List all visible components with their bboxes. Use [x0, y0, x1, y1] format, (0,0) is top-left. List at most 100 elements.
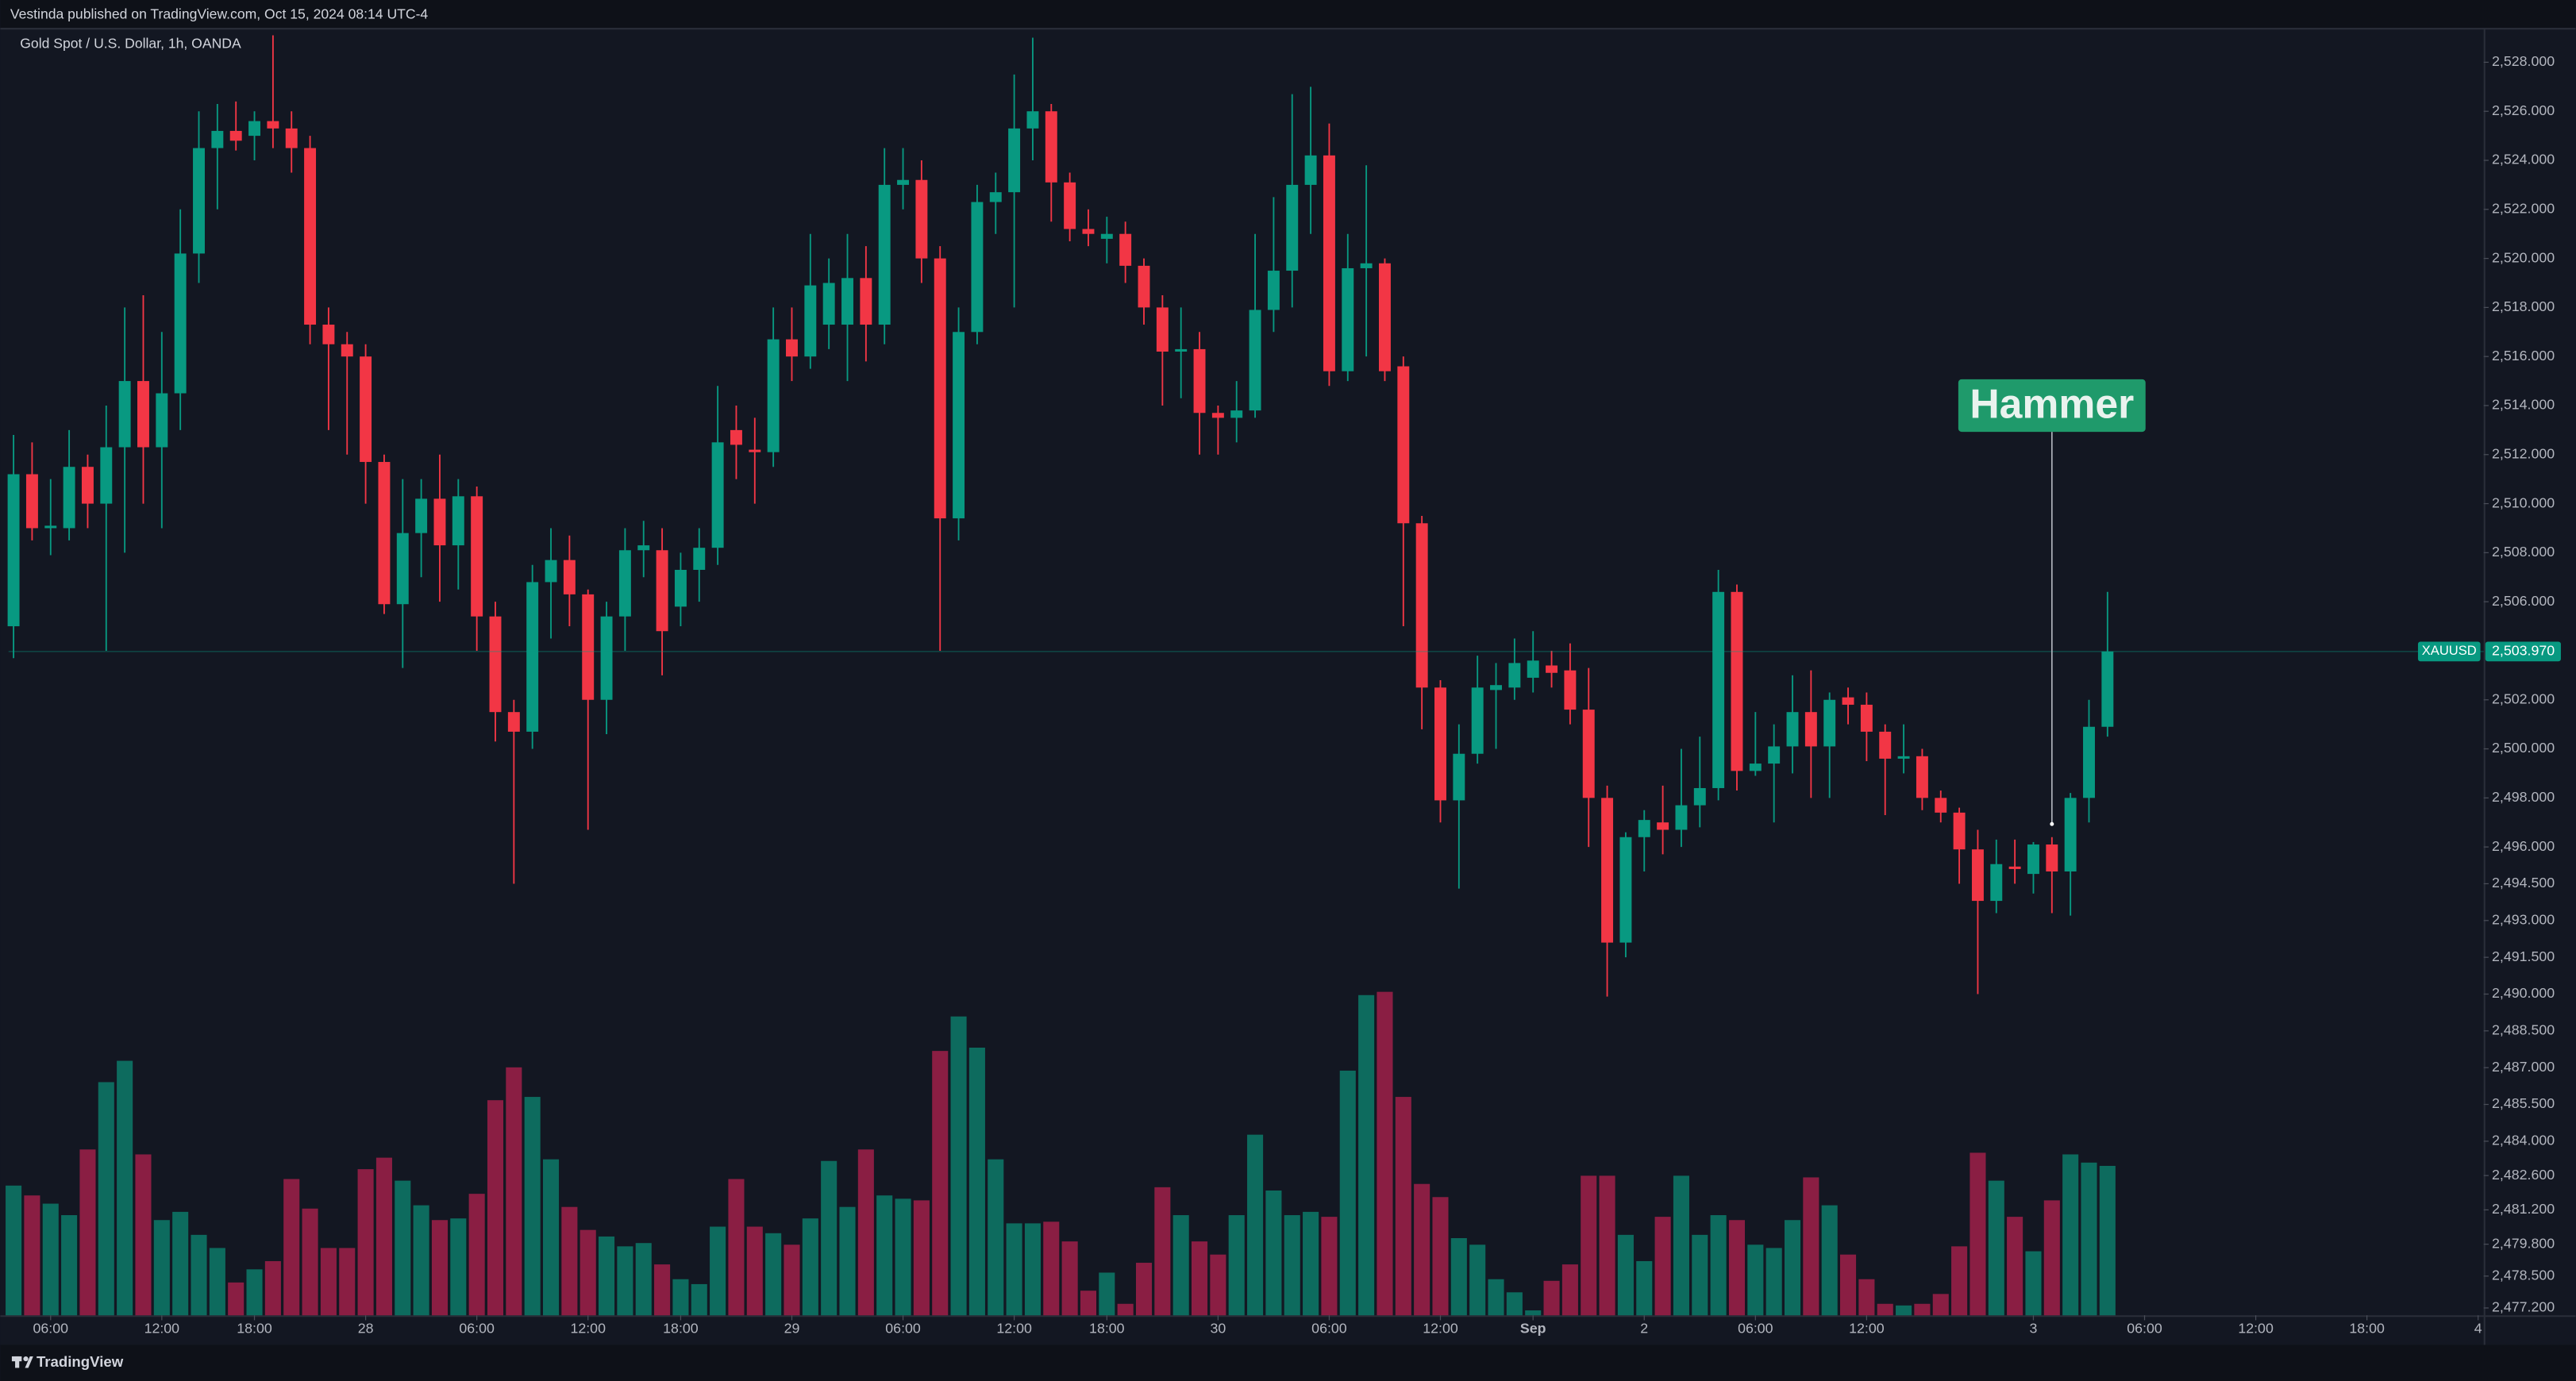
y-tick-label: 2,516.000 [2492, 348, 2555, 364]
volume-bar [988, 1159, 1004, 1316]
volume-bar [1914, 1303, 1931, 1316]
candle-body [1804, 712, 1817, 747]
y-tick-label: 2,510.000 [2492, 494, 2555, 510]
volume-bar [228, 1282, 245, 1316]
candle-body [804, 285, 817, 357]
candle-body [1693, 787, 1706, 806]
volume-bar [1488, 1279, 1504, 1316]
y-tick-label: 2,524.000 [2492, 152, 2555, 167]
y-tick-label: 2,487.000 [2492, 1059, 2555, 1075]
candle-body [360, 356, 372, 463]
candle-body [1156, 307, 1169, 352]
y-tick-label: 2,478.500 [2492, 1268, 2555, 1283]
footer-logo [11, 1356, 33, 1368]
volume-bar [42, 1203, 59, 1316]
volume-bar [1858, 1279, 1875, 1316]
volume-bar [1117, 1303, 1134, 1316]
volume-bar [1506, 1292, 1523, 1316]
candle-body [1971, 849, 1984, 902]
candle-body [1342, 267, 1354, 371]
candle-body [1397, 366, 1410, 524]
volume-bar [932, 1051, 949, 1316]
candle-body [989, 192, 1002, 202]
volume-bar [1840, 1254, 1857, 1316]
x-tick-label: 12:00 [996, 1321, 1032, 1337]
x-tick-label: 06:00 [1311, 1321, 1347, 1337]
candle-body [1193, 348, 1206, 414]
x-tick-label: 12:00 [2238, 1321, 2274, 1337]
candle-body [897, 179, 910, 185]
candle-body [749, 449, 761, 452]
volume-bar [1599, 1175, 1615, 1316]
candle-body [7, 474, 20, 627]
x-tick-label: 06:00 [885, 1321, 921, 1337]
candle-body [860, 278, 872, 325]
candle-layer [7, 35, 2114, 997]
volume-bar [1932, 1294, 1949, 1316]
y-tick-label: 2,500.000 [2492, 740, 2555, 756]
volume-bar [1636, 1260, 1653, 1316]
candle-body [118, 381, 131, 448]
candle-body [1731, 591, 1743, 771]
volume-bar [6, 1185, 22, 1316]
candle-body [433, 498, 446, 546]
candle-body [786, 339, 798, 357]
volume-bar [913, 1200, 930, 1316]
volume-bar [1784, 1220, 1801, 1316]
x-tick-label: 29 [784, 1321, 800, 1337]
volume-bar [1210, 1254, 1226, 1316]
volume-bar [895, 1198, 911, 1316]
candle-body [1490, 685, 1502, 690]
candle-body [1100, 233, 1113, 239]
volume-layer [6, 991, 2116, 1316]
volume-bar [1970, 1152, 1986, 1316]
candle-body [1286, 184, 1299, 271]
chart-title: Gold Spot / U.S. Dollar, 1h, OANDA [20, 36, 241, 52]
candle-body [100, 447, 113, 504]
candle-body [822, 283, 835, 325]
candle-body [1527, 660, 1539, 678]
volume-bar [1469, 1244, 1486, 1316]
candle-body [2046, 844, 2058, 872]
candle-body [1935, 798, 1947, 813]
candle-body [341, 344, 353, 357]
x-tick-label: 06:00 [459, 1321, 495, 1337]
candle-body [1842, 697, 1854, 705]
volume-bar [1581, 1175, 1597, 1316]
volume-bar [1525, 1310, 1542, 1316]
candle-body [1768, 746, 1781, 764]
candle-body [1860, 704, 1873, 732]
y-tick-label: 2,518.000 [2492, 298, 2555, 314]
x-tick-label: 18:00 [1089, 1321, 1125, 1337]
volume-bar [784, 1244, 800, 1316]
volume-bar [1135, 1263, 1153, 1316]
annotation-text: Hammer [1970, 381, 2134, 427]
volume-bar [24, 1195, 40, 1316]
candle-body [1638, 820, 1650, 837]
volume-bar [431, 1220, 449, 1316]
volume-bar [1265, 1191, 1282, 1316]
volume-bar [487, 1100, 504, 1316]
volume-bar [1303, 1211, 1319, 1316]
candle-body [1045, 111, 1057, 183]
x-tick-label: 4 [2474, 1321, 2482, 1337]
volume-bar [61, 1215, 78, 1316]
volume-bar [2099, 1165, 2116, 1316]
volume-bar [617, 1246, 633, 1316]
symbol-label: XAUUSD [2422, 643, 2477, 658]
volume-bar [1617, 1234, 1634, 1316]
candle-body [841, 278, 853, 325]
candle-body [1249, 310, 1261, 411]
symbol-tag [2417, 641, 2481, 662]
candle-body [25, 474, 38, 529]
y-tick-label: 2,508.000 [2492, 544, 2555, 560]
volume-bar [1765, 1248, 1782, 1316]
x-tick-label: 06:00 [2127, 1321, 2162, 1337]
volume-bar [599, 1236, 615, 1316]
y-tick-label: 2,520.000 [2492, 249, 2555, 265]
volume-bar [542, 1159, 560, 1316]
candle-body [1879, 731, 1892, 759]
volume-bar [839, 1206, 856, 1316]
candle-body [285, 128, 298, 148]
volume-bar [1247, 1134, 1264, 1316]
